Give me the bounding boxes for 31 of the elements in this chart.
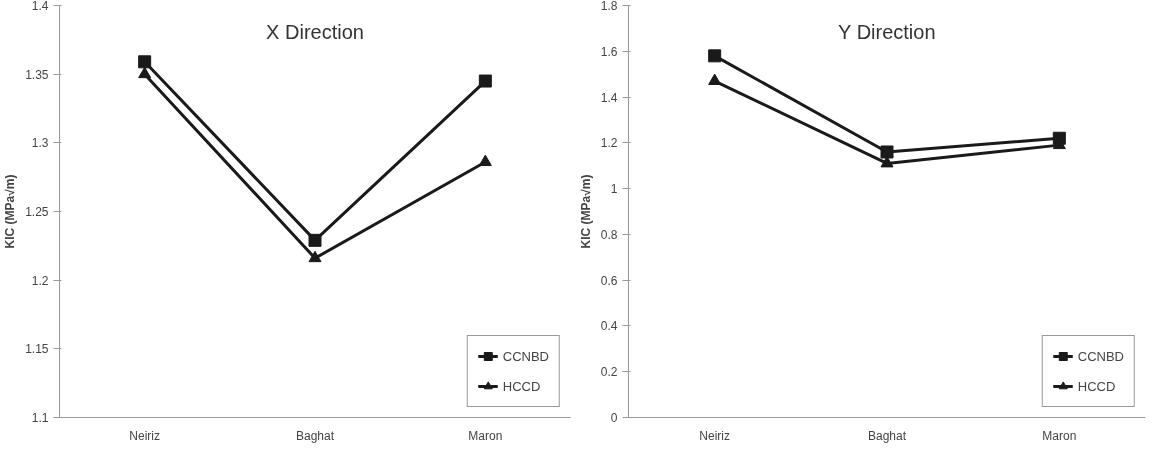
- y-tick-label: 1.6: [600, 44, 618, 59]
- legend-label: CCNBD: [1077, 348, 1124, 364]
- y-axis-title: KIC (MPa√m): [578, 174, 593, 249]
- y-tick-label: 1.2: [600, 136, 618, 151]
- y-tick-label: 1.8: [600, 0, 618, 13]
- x-tick-label: Baghat: [867, 428, 907, 443]
- y-tick-label: 1.35: [25, 67, 49, 82]
- y-tick-label: 0: [610, 411, 618, 425]
- y-tick-label: 1.1: [31, 411, 49, 425]
- y-tick-label: 0.2: [600, 365, 618, 380]
- y-tick-label: 1.2: [31, 273, 49, 288]
- y-tick-label: 1.25: [25, 205, 49, 219]
- text: X Direction: [266, 20, 364, 43]
- y-tick-label: 1.3: [31, 136, 49, 151]
- y-axis-title: KIC (MPa√m): [3, 174, 18, 249]
- x-tick-label: Neiriz: [129, 428, 160, 443]
- x-tick-label: Maron: [468, 428, 503, 443]
- legend-label: HCCD: [502, 378, 541, 394]
- legend-label: HCCD: [1077, 378, 1116, 394]
- text: Y Direction: [838, 20, 936, 43]
- x-tick-label: Neiriz: [699, 428, 730, 443]
- y-tick-label: 1.4: [600, 90, 618, 105]
- y-tick-label: 0.6: [600, 273, 618, 288]
- y-tick-label: 0.8: [600, 227, 618, 242]
- y-tick-label: 0.4: [600, 319, 618, 334]
- y-tick-label: 1.4: [31, 0, 49, 13]
- legend-label: CCNBD: [502, 348, 549, 364]
- x-tick-label: Baghat: [295, 428, 335, 443]
- y-tick-label: 1.15: [25, 342, 49, 357]
- x-tick-label: Maron: [1042, 428, 1077, 443]
- y-tick-label: 1: [610, 182, 618, 197]
